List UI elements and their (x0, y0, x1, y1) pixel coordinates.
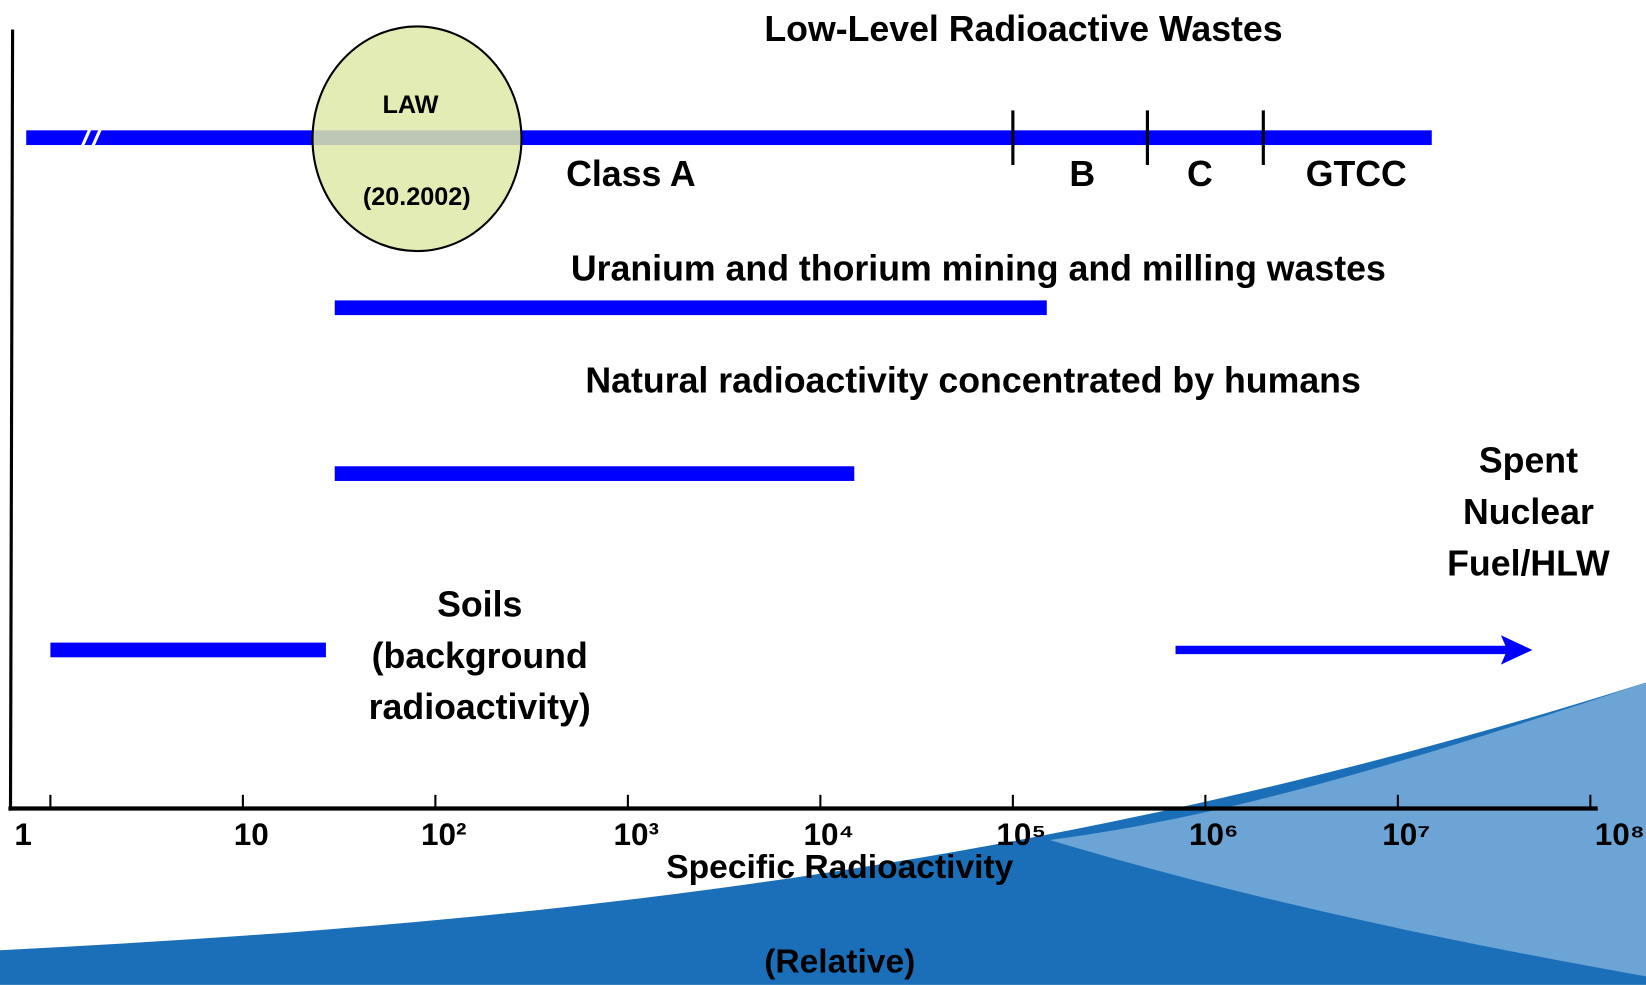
x-tick-label: 10 (234, 816, 269, 852)
range-bar (334, 466, 855, 481)
x-axis-label: (Relative) (764, 944, 915, 981)
range-label: (background (372, 636, 588, 676)
x-tick-label: 10⁶ (1189, 816, 1239, 852)
class-label: Class A (566, 154, 696, 194)
x-tick-label: 10² (421, 816, 467, 852)
range-label: Spent (1479, 441, 1578, 481)
arrow-head (1500, 635, 1533, 665)
range-label: Soils (437, 584, 522, 624)
class-label: B (1069, 154, 1095, 194)
axis-break (80, 127, 103, 148)
law-label: LAW (382, 91, 438, 119)
range-bar (50, 642, 326, 658)
law-ellipse (311, 25, 523, 253)
range-label: radioactivity) (369, 687, 591, 727)
x-axis-label: Specific Radioactivity (666, 849, 1013, 886)
range-label: Nuclear (1463, 492, 1594, 532)
class-label: GTCC (1306, 154, 1407, 194)
background-swoosh-light (1049, 682, 1646, 977)
x-tick-label: 10⁸ (1595, 816, 1645, 852)
x-tick-label: 10⁴ (803, 816, 854, 852)
range-label: Natural radioactivity concentrated by hu… (585, 361, 1360, 401)
range-bar (334, 300, 1047, 316)
x-tick-label: 10³ (614, 816, 660, 852)
y-axis (8, 29, 15, 811)
range-label: Fuel/HLW (1447, 543, 1610, 583)
range-bar (26, 130, 1432, 146)
range-label: Uranium and thorium mining and milling w… (571, 248, 1386, 288)
x-tick-label: 1 (14, 816, 32, 852)
range-label: Low-Level Radioactive Wastes (764, 9, 1282, 49)
background-swoosh (0, 682, 1646, 985)
class-label: C (1187, 154, 1213, 194)
x-tick-label: 10⁵ (996, 816, 1046, 852)
x-tick-label: 10⁷ (1382, 816, 1430, 852)
law-label: (20.2002) (363, 183, 471, 211)
